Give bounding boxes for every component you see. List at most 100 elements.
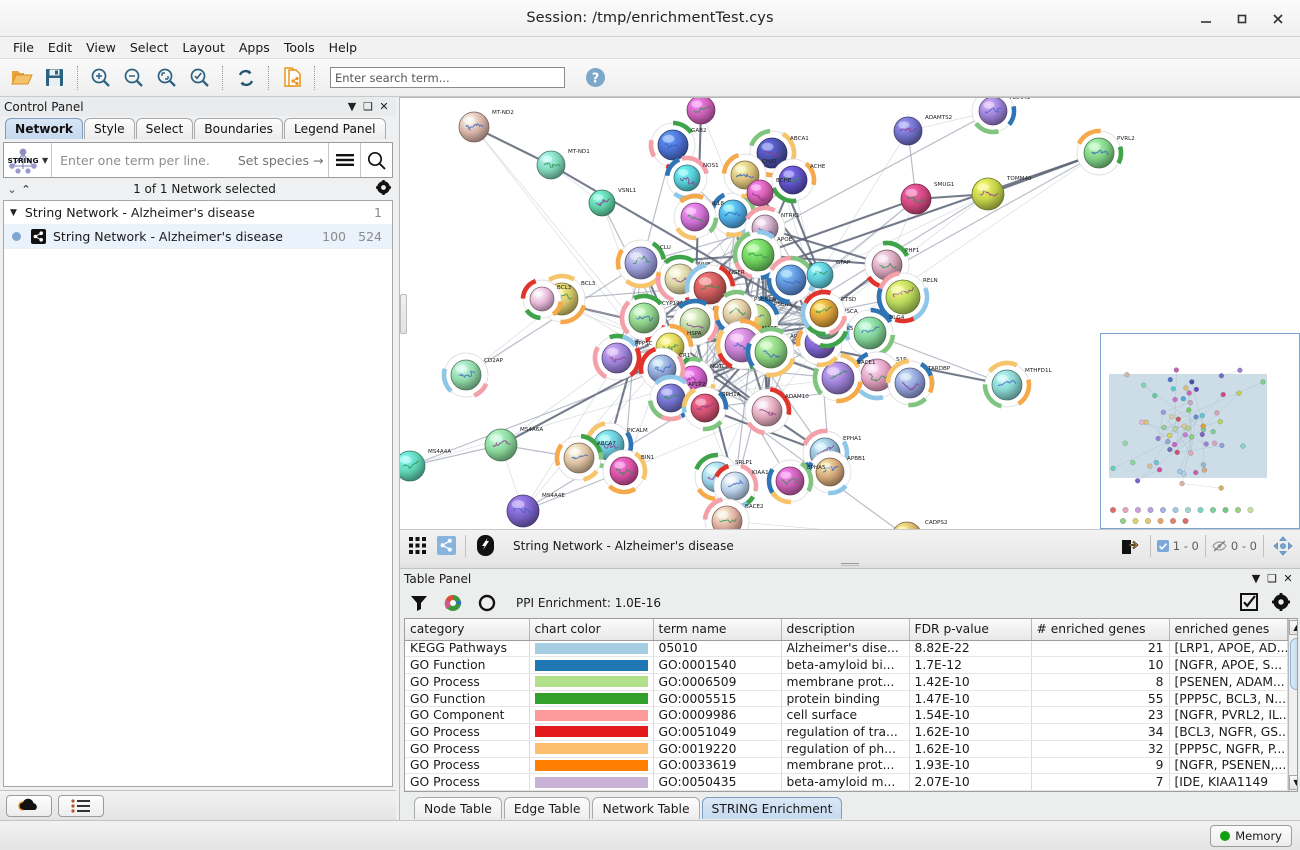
filter-icon[interactable]: [408, 594, 430, 612]
selected-nodes-indicator[interactable]: 1 - 0: [1156, 539, 1199, 553]
network-view-title: String Network - Alzheimer's disease: [513, 538, 734, 553]
tab-string-enrichment[interactable]: STRING Enrichment: [701, 797, 843, 819]
export-network-icon[interactable]: [276, 62, 307, 93]
table-row[interactable]: GO Process GO:0050435 beta-amyloid m... 2.0…: [405, 773, 1288, 791]
string-search-icon[interactable]: [360, 143, 392, 177]
column-header-enriched-genes[interactable]: enriched genes: [1169, 619, 1288, 641]
memory-label: Memory: [1235, 828, 1282, 843]
table-float-icon[interactable]: ❑: [1267, 572, 1277, 585]
list-icon[interactable]: [58, 794, 104, 817]
tab-edge-table[interactable]: Edge Table: [503, 797, 591, 819]
save-icon[interactable]: [39, 62, 70, 93]
tab-style[interactable]: Style: [84, 118, 135, 139]
table-row[interactable]: GO Function GO:0005515 protein binding 1.47…: [405, 690, 1288, 708]
string-options-menu-icon[interactable]: [328, 143, 360, 177]
close-panel-icon[interactable]: ✕: [379, 100, 389, 113]
tab-select[interactable]: Select: [135, 118, 194, 139]
table-row[interactable]: GO Process GO:0019220 regulation of ph... 1…: [405, 740, 1288, 758]
zoom-selected-icon[interactable]: [184, 62, 215, 93]
network-node: CLU: [615, 239, 671, 289]
share-string-icon[interactable]: [433, 534, 459, 558]
column-header-term-name[interactable]: term name: [653, 619, 782, 641]
help-icon[interactable]: ?: [584, 67, 606, 89]
column-header-fdr-pvalue[interactable]: FDR p-value: [909, 619, 1032, 641]
canvas-left-handle[interactable]: [400, 293, 407, 334]
maximize-icon[interactable]: [1224, 4, 1260, 34]
cell-category: KEGG Pathways: [405, 640, 530, 658]
chevron-down-icon[interactable]: ▼: [347, 100, 357, 113]
scroll-up-arrow-icon[interactable]: ▲: [1289, 620, 1297, 635]
enrichment-table-container[interactable]: category chart color term name descripti…: [404, 618, 1298, 792]
table-row[interactable]: GO Process GO:0033619 membrane prot... 1.93…: [405, 757, 1288, 775]
table-close-icon[interactable]: ✕: [1283, 572, 1293, 585]
grid-layout-icon[interactable]: [404, 534, 430, 558]
column-header-category[interactable]: category: [405, 619, 530, 641]
donut-icon[interactable]: [476, 594, 498, 612]
cloud-icon[interactable]: [6, 794, 52, 817]
column-header-description[interactable]: description: [781, 619, 910, 641]
table-vertical-scrollbar[interactable]: ▲ ▼: [1287, 619, 1297, 791]
expand-all-icon[interactable]: ⌃: [21, 182, 31, 196]
menu-help[interactable]: Help: [328, 40, 358, 55]
cell-description: cell surface: [781, 706, 910, 725]
chart-color-icon[interactable]: [442, 594, 464, 612]
close-icon[interactable]: [1260, 4, 1296, 34]
settings-gear-icon[interactable]: [1272, 592, 1290, 614]
menu-layout[interactable]: Layout: [182, 40, 225, 55]
export-image-icon[interactable]: [1118, 534, 1144, 558]
menu-view[interactable]: View: [86, 40, 116, 55]
select-all-icon[interactable]: [1240, 592, 1258, 614]
scrollbar-thumb[interactable]: [1290, 638, 1297, 690]
tab-network-table[interactable]: Network Table: [592, 797, 700, 819]
birds-eye-graph: [1109, 367, 1267, 524]
menu-tools[interactable]: Tools: [283, 40, 315, 55]
fit-content-icon[interactable]: [1270, 534, 1296, 558]
zoom-fit-icon[interactable]: [151, 62, 182, 93]
network-tree-child-row[interactable]: String Network - Alzheimer's disease 100…: [4, 225, 392, 249]
search-input[interactable]: Enter search term...: [330, 67, 565, 88]
table-row[interactable]: GO Process GO:0006509 membrane prot... 1.42…: [405, 673, 1288, 691]
network-tree[interactable]: ▼ String Network - Alzheimer's disease 1…: [3, 200, 393, 787]
memory-indicator[interactable]: Memory: [1210, 824, 1292, 847]
network-node-count: 100: [322, 229, 346, 244]
minimize-icon[interactable]: [1188, 4, 1224, 34]
network-canvas[interactable]: MT-ND2 MT-ND1 VSNL1 CD2AP MS4A4A MS4A6A MS4A4E…: [400, 97, 1300, 530]
hidden-nodes-indicator[interactable]: 0 - 0: [1212, 539, 1257, 553]
cell-description: beta-amyloid bi...: [781, 656, 910, 674]
cell-enriched-genes: [NGFR, PVRL2, IL...: [1169, 706, 1288, 725]
scroll-down-arrow-icon[interactable]: ▼: [1289, 775, 1297, 790]
open-folder-icon[interactable]: [6, 62, 37, 93]
set-species-link[interactable]: Set species →: [237, 152, 324, 168]
tab-boundaries[interactable]: Boundaries: [194, 118, 283, 139]
refresh-icon[interactable]: [230, 62, 261, 93]
tab-legend-panel[interactable]: Legend Panel: [284, 118, 386, 139]
svg-text:PSEN1: PSEN1: [774, 302, 793, 308]
float-panel-icon[interactable]: ❑: [363, 100, 373, 113]
annotation-icon[interactable]: [472, 534, 498, 558]
tab-node-table[interactable]: Node Table: [414, 797, 502, 819]
zoom-in-icon[interactable]: [85, 62, 116, 93]
zoom-out-icon[interactable]: [118, 62, 149, 93]
table-row[interactable]: GO Process GO:0051049 regulation of tra...…: [405, 723, 1288, 741]
table-row[interactable]: GO Component GO:0009986 cell surface 1.54E-…: [405, 706, 1288, 725]
menu-apps[interactable]: Apps: [238, 40, 270, 55]
species-dropdown-caret-icon[interactable]: ▼: [42, 155, 49, 165]
expand-triangle-icon[interactable]: ▼: [10, 207, 17, 218]
network-graph[interactable]: MT-ND2 MT-ND1 VSNL1 CD2AP MS4A4A MS4A6A MS4A4E…: [400, 98, 1290, 530]
network-settings-gear-icon[interactable]: [376, 180, 391, 198]
table-row[interactable]: GO Function GO:0001540 beta-amyloid bi... 1…: [405, 656, 1288, 674]
menu-select[interactable]: Select: [129, 40, 169, 55]
column-header-chart-color[interactable]: chart color: [529, 619, 654, 641]
table-row[interactable]: KEGG Pathways 05010 Alzheimer's dise... 8.8…: [405, 640, 1288, 658]
column-header-enriched-count[interactable]: # enriched genes: [1031, 619, 1170, 641]
string-logo-icon[interactable]: STRING: [4, 143, 42, 177]
collapse-all-icon[interactable]: ⌄: [7, 182, 17, 196]
birds-eye-view[interactable]: [1100, 333, 1300, 529]
table-chevron-down-icon[interactable]: ▼: [1251, 572, 1261, 585]
menu-edit[interactable]: Edit: [47, 40, 73, 55]
string-term-input[interactable]: Enter one term per line. Set species →: [51, 143, 328, 177]
tab-network[interactable]: Network: [5, 118, 84, 139]
network-tree-root-row[interactable]: ▼ String Network - Alzheimer's disease 1: [4, 201, 392, 225]
panel-splitter[interactable]: [400, 561, 1300, 568]
menu-file[interactable]: File: [13, 40, 34, 55]
